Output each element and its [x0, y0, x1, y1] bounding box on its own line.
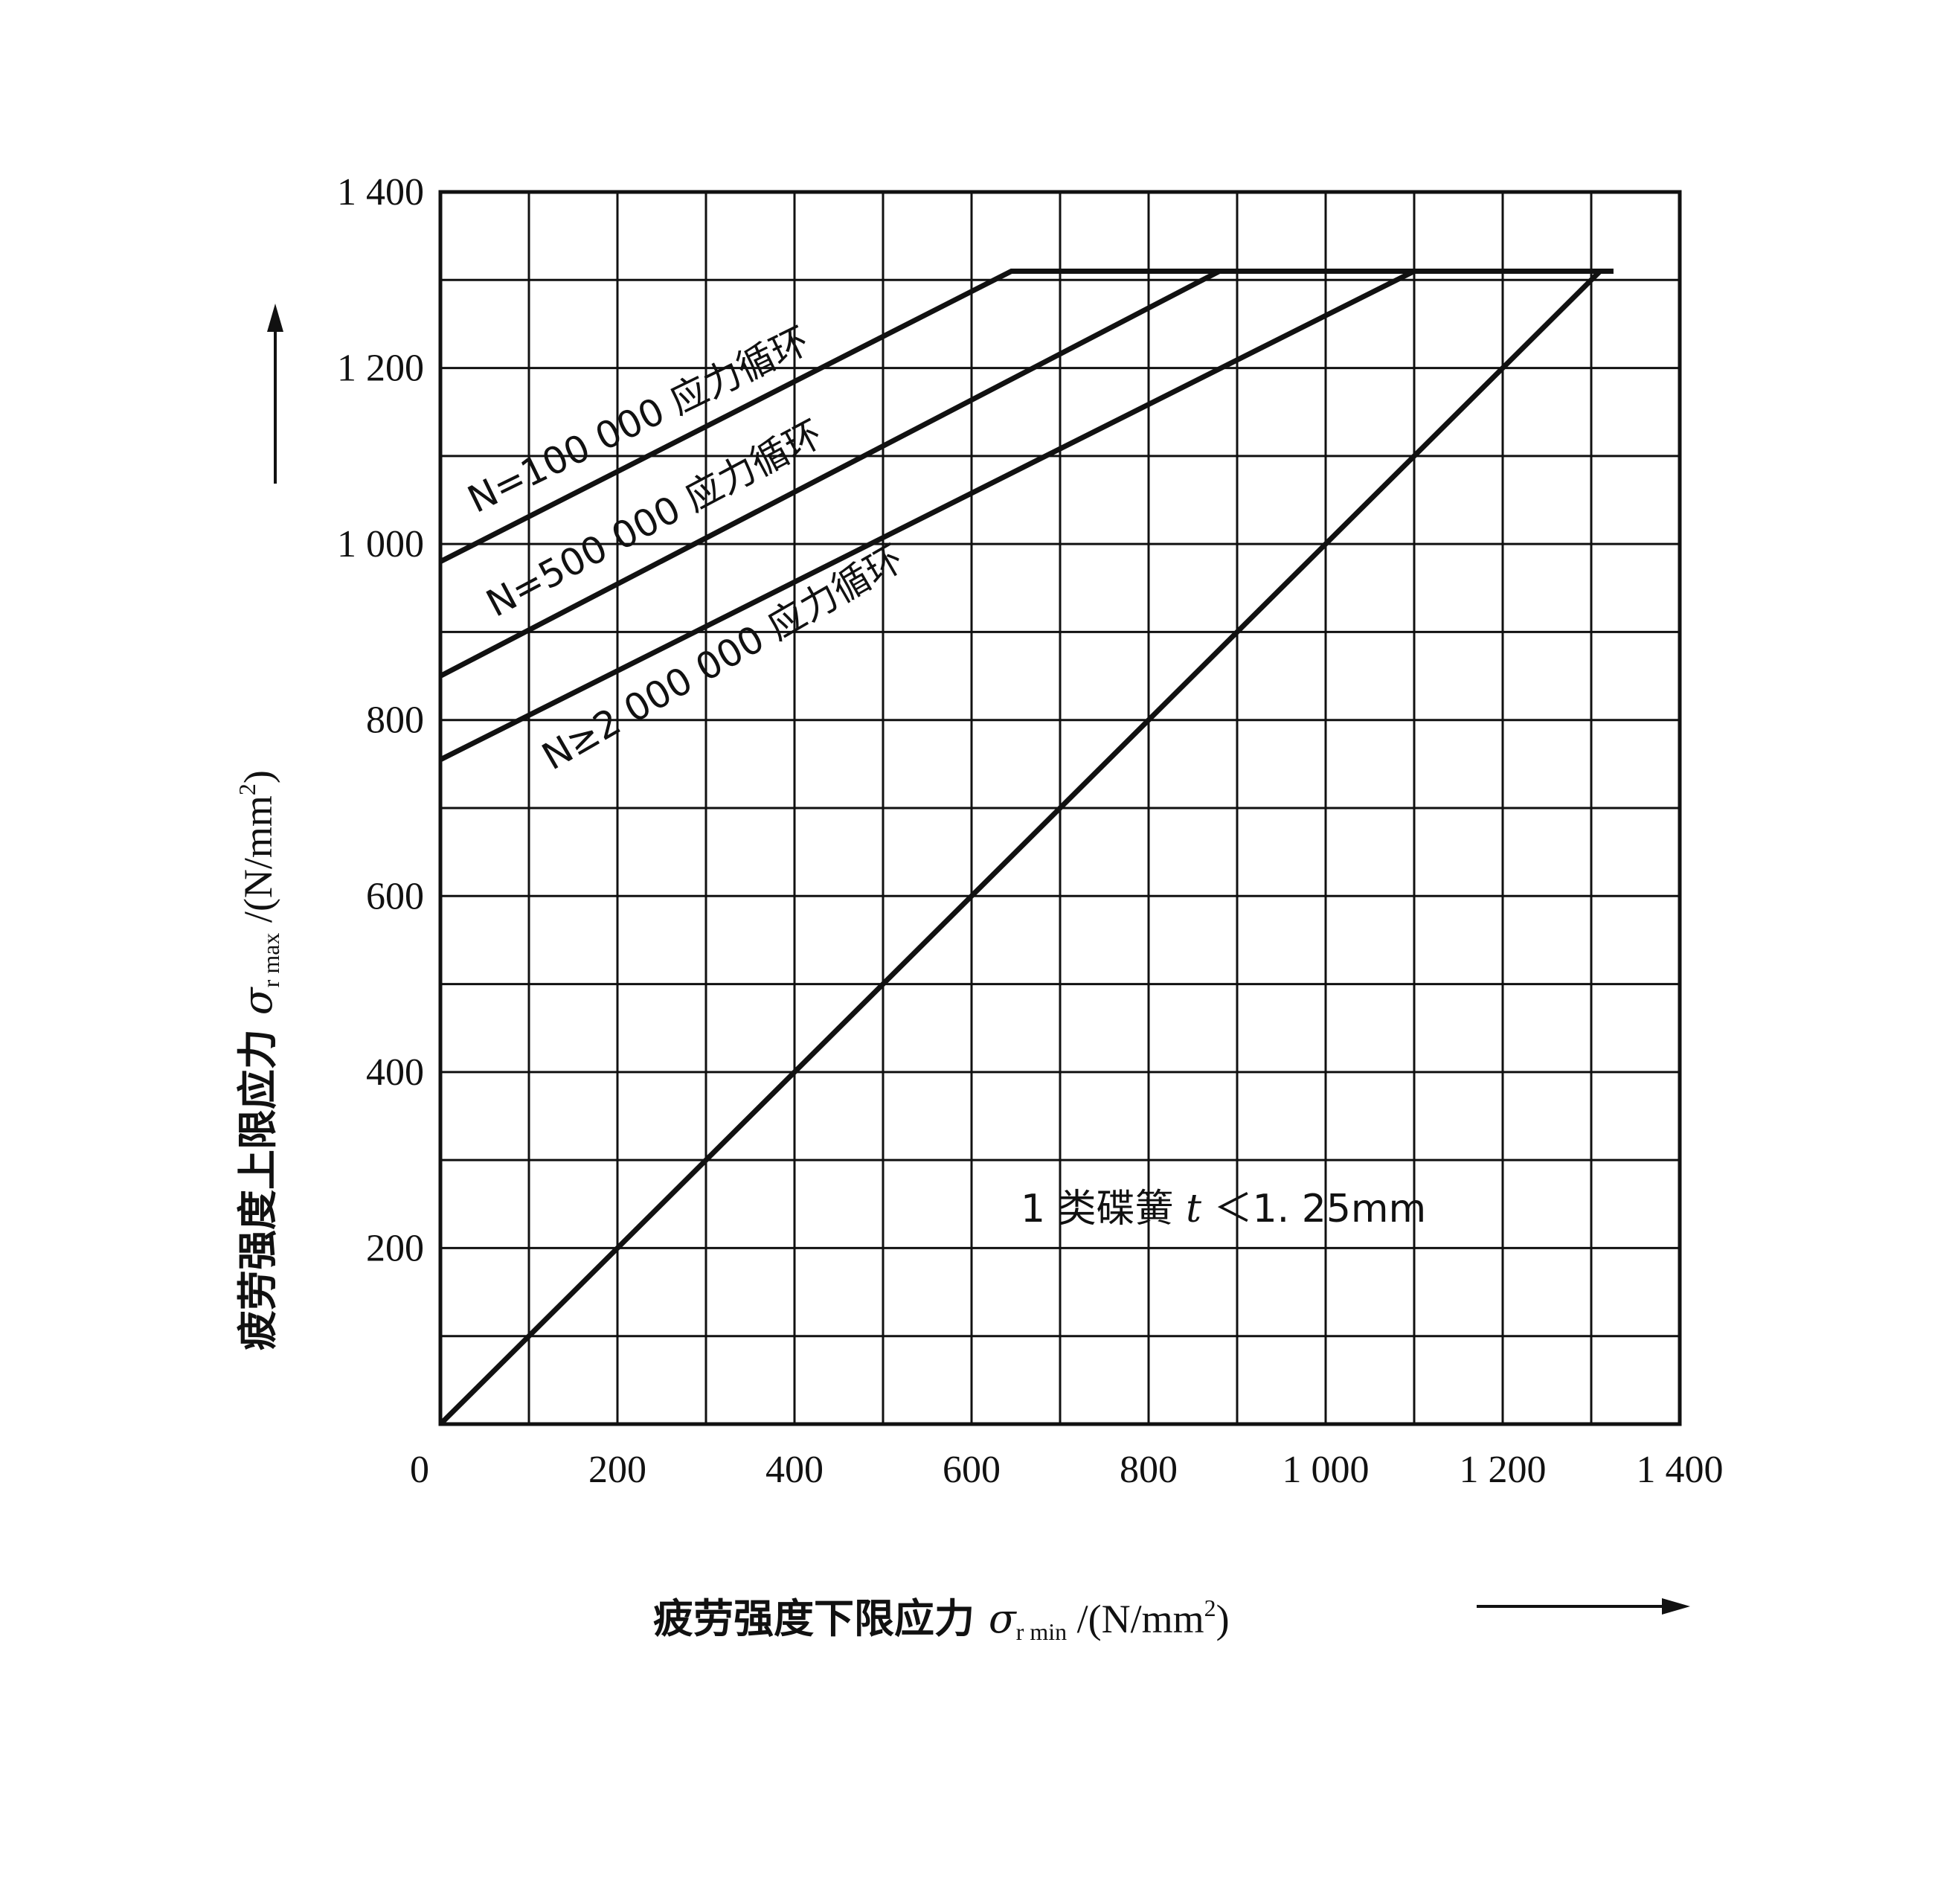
y-tick-label: 1 000 [337, 523, 424, 565]
y-axis-arrow-icon [267, 304, 283, 484]
spring-class-annotation: 1 类碟簧 t ＜1. 25mm [1021, 1187, 1426, 1231]
y-tick-label: 1 400 [337, 171, 424, 214]
x-axis-title-prefix: 疲劳强度下限应力 [653, 1595, 989, 1642]
y-axis-title: 疲劳强度上限应力 σr max /(N/mm2) [234, 770, 284, 1350]
y-tick-label: 800 [366, 699, 424, 742]
x-axis-unit-end: ) [1216, 1597, 1230, 1641]
x-tick-label: 1 200 [1460, 1449, 1547, 1491]
y-axis-unit-sup: 2 [234, 783, 260, 795]
y-axis-title-prefix: 疲劳强度上限应力 [234, 1015, 281, 1350]
y-tick-label: 1 200 [337, 347, 424, 390]
annotation-variable: t [1186, 1187, 1201, 1231]
annotation-suffix: ＜1. 25mm [1201, 1187, 1426, 1231]
series-label-n100000: N=100 000 应力循环 [461, 319, 816, 522]
x-tick-label: 400 [765, 1449, 824, 1491]
tick-labels: 0 200 400 600 800 1 000 1 200 1 400 200 400 600 800… [337, 171, 1724, 1491]
series-group [438, 268, 1614, 1426]
y-axis-unit-end: ) [236, 770, 280, 783]
x-tick-label: 1 000 [1283, 1449, 1370, 1491]
x-tick-label: 1 400 [1637, 1449, 1724, 1491]
y-tick-label: 200 [366, 1227, 424, 1269]
series-line-diagonal [438, 269, 1602, 1426]
x-axis-arrow-icon [1477, 1598, 1690, 1615]
x-axis-unit: /(N/mm [1067, 1597, 1204, 1641]
series-line-n2000000 [439, 268, 1614, 763]
y-tick-label: 400 [366, 1051, 424, 1094]
x-tick-label: 800 [1120, 1449, 1178, 1491]
annotation-prefix: 1 类碟簧 [1021, 1187, 1186, 1231]
x-tick-label: 600 [943, 1449, 1001, 1491]
x-tick-label: 0 [410, 1449, 429, 1491]
x-tick-label: 200 [588, 1449, 646, 1491]
x-axis-unit-sup: 2 [1204, 1594, 1216, 1621]
x-axis-symbol: σ [989, 1595, 1018, 1642]
y-axis-subscript: r max [257, 933, 284, 988]
x-axis-subscript: r min [1016, 1618, 1067, 1645]
x-axis-title: 疲劳强度下限应力 σr min /(N/mm2) [653, 1594, 1230, 1645]
y-tick-label: 600 [366, 875, 424, 917]
y-axis-symbol: σ [234, 986, 281, 1015]
y-axis-unit: /(N/mm [236, 795, 280, 933]
plot-frame [438, 190, 1682, 1426]
